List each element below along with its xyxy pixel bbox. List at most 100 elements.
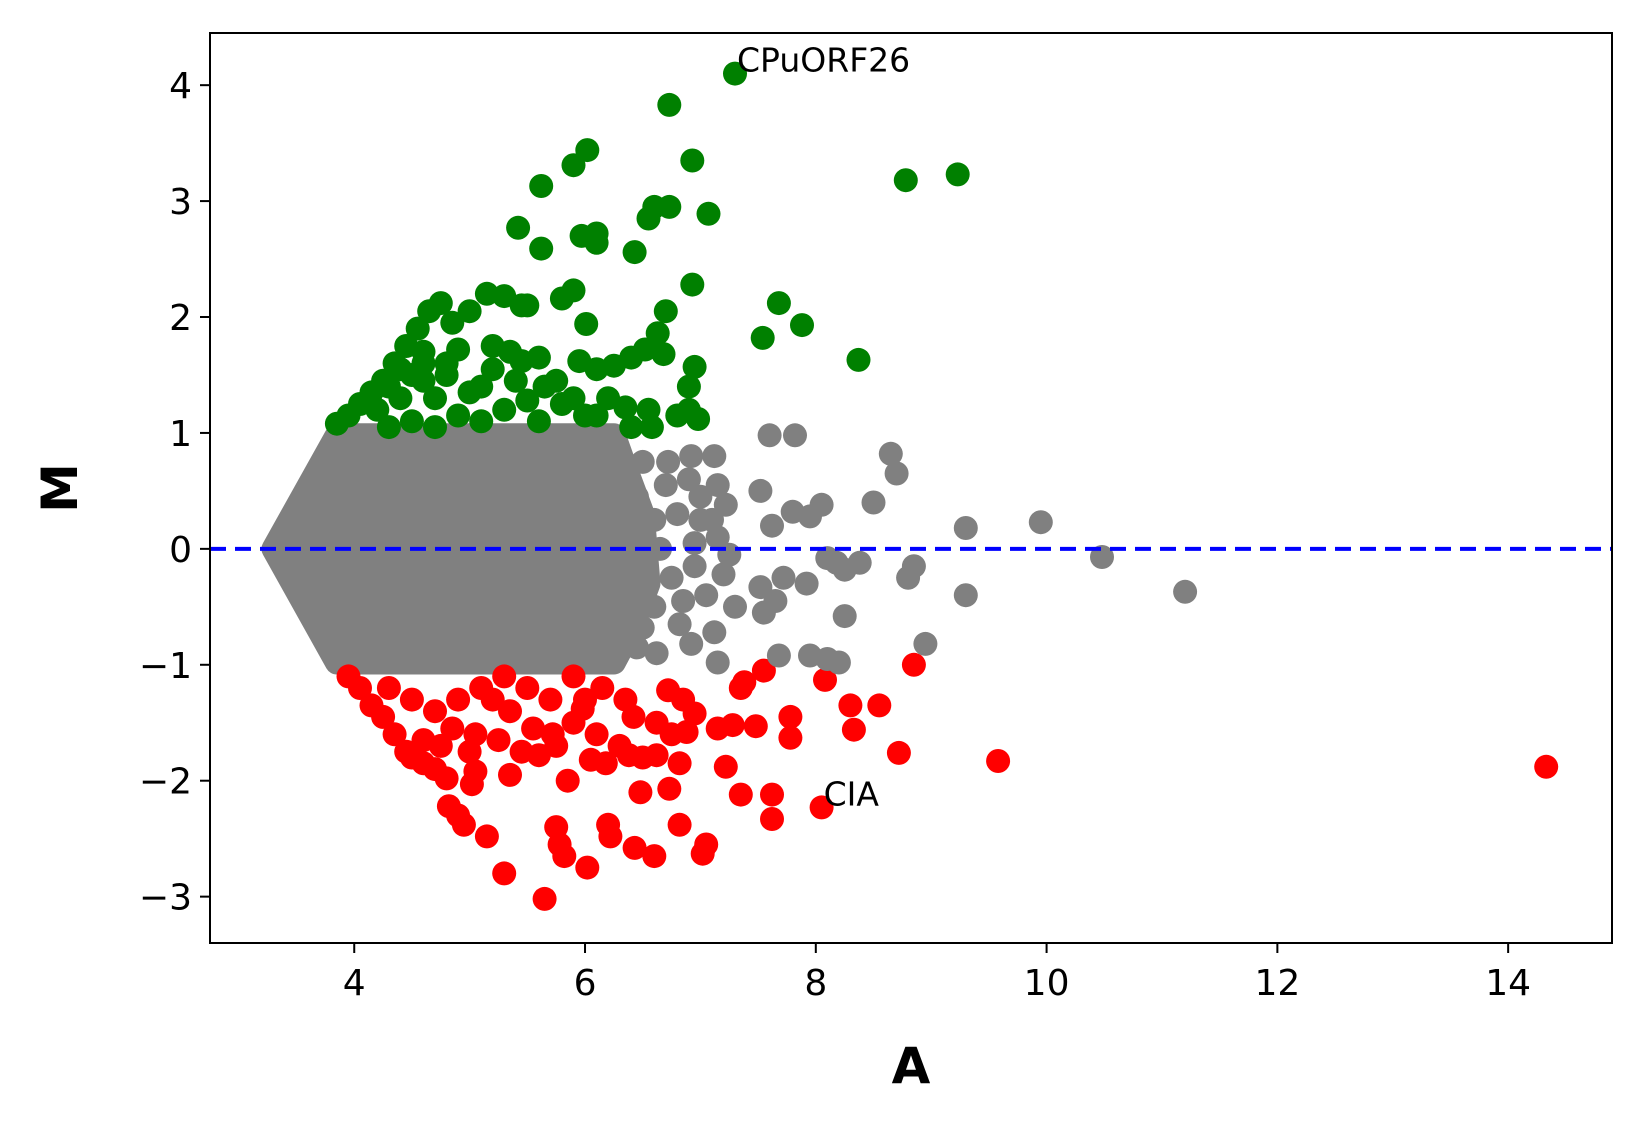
data-point-unchanged (953, 516, 978, 540)
data-point-down (492, 664, 517, 689)
plot-frame (209, 32, 1613, 944)
data-point-down (486, 728, 511, 753)
data-point-up (532, 374, 557, 399)
data-point-down (728, 676, 753, 700)
x-tick-label: 4 (343, 963, 366, 1004)
data-point-up (561, 153, 586, 178)
data-point-up (619, 415, 644, 440)
y-tick-label: 4 (169, 66, 192, 107)
data-point-down (474, 824, 499, 849)
data-point-up (622, 240, 647, 265)
x-axis-label: A (892, 1037, 931, 1095)
data-point-up (503, 368, 528, 393)
data-point-up (446, 403, 471, 428)
data-point-unchanged (826, 650, 851, 675)
data-point-down (561, 710, 586, 735)
data-point-up (657, 194, 682, 219)
data-point-up (428, 291, 453, 316)
y-tick-label: −3 (139, 878, 192, 919)
data-point-down (760, 782, 784, 807)
data-point-up (645, 321, 670, 346)
data-point-up (584, 403, 609, 428)
data-point-unchanged (702, 444, 727, 469)
data-point-down (607, 733, 632, 758)
data-point-unchanged (676, 467, 701, 492)
data-point-unchanged (794, 571, 819, 596)
data-point-unchanged (630, 548, 655, 573)
data-point-up (529, 174, 554, 198)
data-point-down (657, 776, 682, 801)
data-point-up (480, 357, 505, 382)
data-point-unchanged (642, 507, 667, 532)
data-point-unchanged (1173, 579, 1198, 604)
data-point-down (498, 699, 522, 724)
data-point-unchanged (702, 620, 727, 645)
y-axis: −3 −2 −1 0 1 2 3 4 (139, 66, 210, 919)
data-point-up (750, 325, 775, 350)
data-point-down (423, 699, 447, 724)
data-point-unchanged (653, 473, 678, 498)
data-point-unchanged (913, 631, 938, 656)
data-point-down (667, 751, 692, 776)
point-annotation: CPuORF26 (737, 41, 910, 80)
data-point-down (751, 658, 776, 683)
data-point-down (515, 676, 540, 700)
data-point-down (841, 717, 866, 742)
y-tick-label: −2 (139, 762, 192, 803)
data-point-down (630, 745, 655, 770)
data-point-unchanged (682, 531, 707, 556)
data-point-down (813, 667, 837, 692)
data-point-down (622, 835, 647, 860)
data-point-up (376, 374, 401, 399)
data-point-down (498, 762, 522, 787)
x-tick-label: 12 (1254, 963, 1300, 1004)
data-point-up (388, 357, 413, 382)
data-point-down (590, 676, 615, 700)
data-point-unchanged (771, 565, 796, 590)
data-point-unchanged (624, 484, 649, 509)
data-point-down (336, 664, 361, 689)
data-point-unchanged (679, 631, 704, 656)
data-point-up (636, 397, 661, 422)
data-point-unchanged (671, 589, 696, 613)
data-point-up (434, 351, 459, 376)
data-point-unchanged (723, 594, 747, 619)
x-tick-label: 14 (1485, 963, 1531, 1004)
data-point-unchanged (644, 641, 669, 666)
data-point-down (575, 855, 600, 880)
data-point-down (613, 687, 638, 712)
data-point-unchanged (717, 542, 742, 567)
data-point-up (506, 215, 531, 240)
data-point-up (376, 415, 401, 440)
data-point-up (657, 92, 682, 117)
data-point-up (790, 313, 814, 338)
data-point-down (694, 832, 719, 857)
data-point-unchanged (607, 496, 632, 521)
data-point-unchanged (760, 513, 784, 538)
data-point-unchanged (667, 612, 692, 637)
data-point-up (509, 293, 534, 318)
data-point-unchanged (757, 423, 782, 448)
data-point-down (743, 714, 768, 739)
data-point-unchanged (679, 444, 704, 469)
data-point-down (705, 716, 730, 741)
data-point-unchanged (783, 423, 807, 448)
data-point-down (593, 751, 618, 776)
x-tick-label: 8 (804, 963, 827, 1004)
y-tick-label: −1 (139, 646, 192, 687)
data-point-up (584, 230, 609, 255)
data-point-down (544, 733, 569, 758)
data-point-unchanged (601, 641, 626, 666)
data-point-down (399, 687, 424, 712)
data-point-down (986, 749, 1011, 773)
data-point-unchanged (700, 507, 724, 532)
data-point-unchanged (624, 635, 649, 660)
data-point-unchanged (682, 554, 707, 579)
data-point-down (428, 733, 453, 758)
data-point-unchanged (636, 569, 661, 594)
data-point-up (696, 201, 721, 226)
data-point-down (521, 716, 546, 741)
data-point-unchanged (1028, 510, 1053, 535)
data-point-up (423, 415, 447, 440)
